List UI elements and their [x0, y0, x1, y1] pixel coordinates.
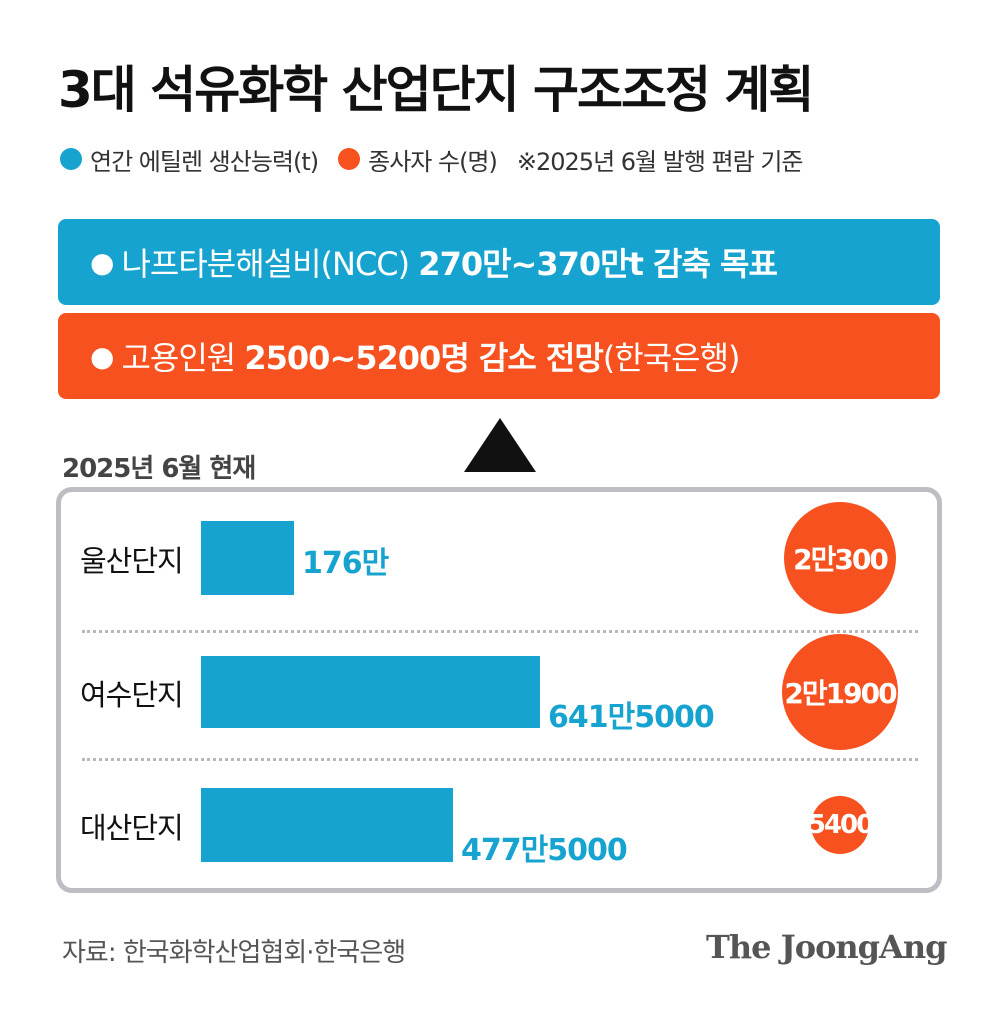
legend-item-capacity: 연간 에틸렌 생산능력(t): [60, 142, 319, 177]
banner-text: 고용인원: [121, 339, 236, 377]
source-note: 자료: 한국화학산업협회·한국은행: [62, 938, 406, 968]
legend-item-workers: 종사자 수(명): [338, 142, 498, 177]
banner-bullet: ●: [90, 245, 114, 279]
row-separator: [82, 758, 918, 761]
banner-employment: ● 고용인원 2500~5200명 감소 전망 (한국은행): [58, 313, 940, 399]
category-label: 대산단지: [80, 811, 184, 845]
row-separator: [82, 630, 918, 633]
banner-ncc-target: ● 나프타분해설비(NCC) 270만~370만t 감축 목표: [58, 219, 940, 305]
legend-swatch-workers: [338, 148, 361, 170]
legend-note: ※2025년 6월 발행 편람 기준: [516, 147, 804, 176]
category-label: 울산단지: [80, 544, 184, 578]
legend-label-capacity: 연간 에틸렌 생산능력(t): [90, 147, 319, 176]
workers-circle: 5400: [808, 796, 874, 854]
banner-bold-text: 270만~370만t 감축 목표: [418, 245, 778, 283]
banner-text: 나프타분해설비(NCC): [121, 245, 410, 283]
brand-logo: The JoongAng: [706, 928, 948, 966]
banner-suffix: (한국은행): [602, 339, 741, 377]
legend-label-workers: 종사자 수(명): [368, 147, 498, 176]
chart-panel: [56, 487, 942, 893]
up-arrow-icon: [464, 418, 536, 472]
chart-title: 3대 석유화학 산업단지 구조조정 계획: [58, 61, 814, 119]
workers-circle: 2만300: [784, 502, 896, 614]
legend-swatch-capacity: [60, 148, 82, 170]
legend: 연간 에틸렌 생산능력(t) 종사자 수(명) ※2025년 6월 발행 편람 …: [60, 142, 804, 177]
banner-bullet: ●: [90, 339, 114, 373]
category-label: 여수단지: [80, 678, 184, 712]
capacity-value-label: 641만5000: [548, 700, 715, 735]
workers-circle: 2만1900: [782, 634, 898, 750]
capacity-bar: [201, 656, 540, 728]
capacity-bar: [201, 521, 294, 595]
capacity-value-label: 477만5000: [461, 833, 628, 868]
capacity-bar: [201, 788, 453, 862]
as-of-label: 2025년 6월 현재: [62, 454, 256, 484]
banner-bold-text: 2500~5200명 감소 전망: [244, 339, 603, 377]
capacity-value-label: 176만: [302, 546, 389, 581]
